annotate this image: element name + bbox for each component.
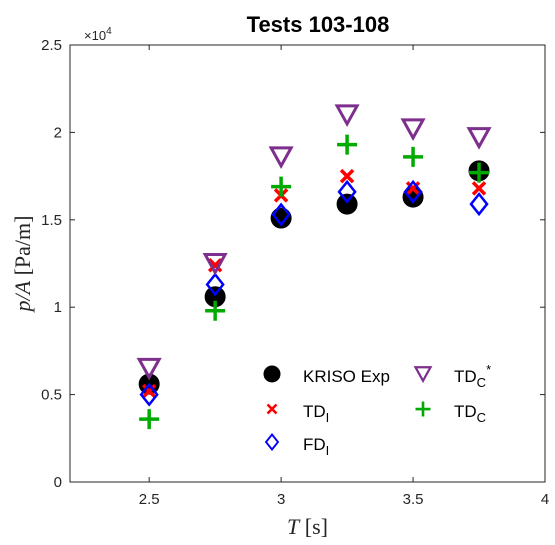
data-point (471, 181, 487, 196)
y-tick-label: 0.5 (41, 387, 62, 404)
data-point (268, 146, 294, 169)
legend-marker (264, 432, 280, 452)
legend-item: TDI (266, 402, 329, 425)
legend-marker (263, 365, 281, 383)
y-tick-label: 1 (54, 299, 62, 316)
data-point (139, 382, 159, 407)
y-axis-label: p/A [Pa/m] (10, 216, 35, 314)
data-point (403, 146, 424, 167)
data-point (469, 192, 489, 217)
data-point (139, 409, 160, 430)
y-tick-label: 0 (54, 474, 62, 491)
legend-marker (415, 401, 431, 417)
data-point (136, 357, 162, 381)
legend-label: TDC* (454, 362, 491, 390)
x-tick-label: 2.5 (139, 491, 160, 508)
x-tick-label: 3 (277, 491, 285, 508)
data-point (403, 179, 423, 204)
legend-label: TDC (454, 402, 486, 425)
data-point (271, 202, 291, 227)
data-point (339, 168, 355, 184)
data-point (270, 207, 292, 229)
data-point (141, 383, 157, 399)
data-point (271, 176, 292, 197)
data-point (337, 134, 358, 155)
data-point (207, 258, 223, 273)
legend-label: FDI (303, 435, 329, 458)
svg-text:×104: ×104 (84, 26, 112, 43)
legend-item: KRISO Exp (263, 365, 390, 386)
data-point (334, 104, 360, 128)
y-tick-label: 2 (54, 124, 62, 141)
x-axis-label: T [s] (287, 514, 328, 539)
y-tick-label: 2.5 (41, 37, 62, 54)
legend-marker (266, 403, 278, 415)
x-tick-label: 3.5 (403, 491, 424, 508)
data-point (202, 253, 228, 276)
data-point (205, 272, 225, 297)
data-point (405, 181, 421, 196)
series-1 (141, 168, 487, 399)
series-3 (136, 104, 492, 381)
axis-labels: T [s] p/A [Pa/m] (10, 216, 328, 539)
legend-item: FDI (264, 432, 329, 458)
data-point (469, 162, 490, 183)
plot-area: 2.5 3 3.5 4 0 0.5 1 1.5 2 2.5 (41, 37, 549, 508)
data-point (400, 118, 426, 141)
data-point (466, 127, 492, 150)
x-tick-label: 4 (541, 491, 549, 508)
y-tick-label: 1.5 (41, 212, 62, 229)
data-point (205, 300, 226, 321)
legend-marker (413, 366, 433, 384)
legend-label: TDI (303, 402, 329, 425)
y-exponent-label: ×104 (84, 26, 112, 43)
legend: KRISO Exp TDI FDI TDC* TDC (263, 362, 491, 458)
data-point (336, 193, 358, 215)
series-4 (139, 134, 490, 430)
legend-label: KRISO Exp (303, 367, 390, 386)
data-point (337, 179, 357, 204)
series-2 (139, 179, 489, 407)
y-exponent-base: ×10 (84, 28, 106, 43)
legend-item: TDC (415, 401, 486, 425)
chart-title: Tests 103-108 (247, 12, 390, 37)
y-exponent-power: 4 (106, 26, 112, 37)
legend-item: TDC* (413, 362, 491, 390)
